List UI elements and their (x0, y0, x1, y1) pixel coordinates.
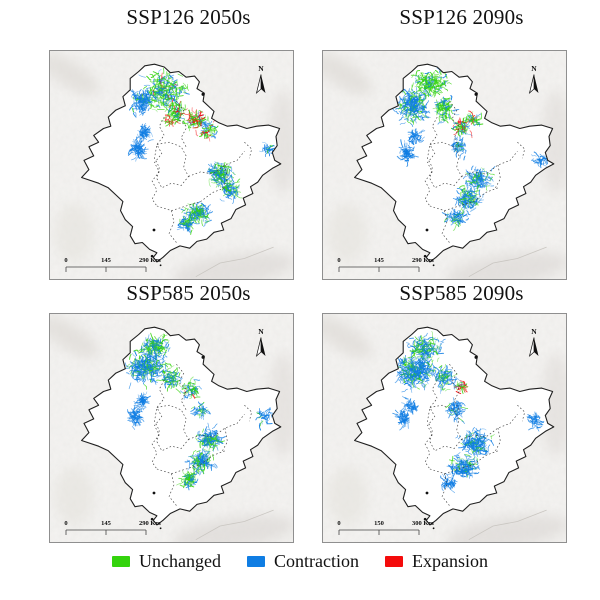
study-region-outline (81, 326, 282, 526)
map-panel-ssp126-2050s: N 0 145 290 Km (49, 50, 294, 280)
panel-title-ssp585-2090s: SSP585 2090s (399, 281, 524, 305)
study-region-outline (354, 63, 555, 263)
map-canvas-ssp585-2090s: N 0 150 300 Km (323, 314, 566, 542)
map-point-marks (423, 355, 478, 530)
contraction-swatch-icon (246, 556, 265, 567)
scatter-layer (124, 332, 275, 491)
map-point-marks (150, 92, 205, 267)
study-region-fill (81, 327, 281, 525)
hillshade-shading (323, 52, 566, 279)
coastline-faint (468, 246, 547, 278)
map-panel-ssp585-2050s: N 0 145 290 Km (49, 313, 294, 543)
map-panel-ssp585-2090s: N 0 150 300 Km (322, 313, 567, 543)
legend-item-expansion: Expansion (384, 551, 488, 572)
scatter-layer (127, 67, 276, 235)
svg-text:290 Km: 290 Km (139, 257, 161, 264)
svg-text:0: 0 (337, 520, 340, 527)
svg-text:290 Km: 290 Km (412, 257, 434, 264)
north-arrow-icon: N (528, 64, 539, 95)
legend-item-contraction: Contraction (246, 551, 359, 572)
svg-text:0: 0 (337, 257, 340, 264)
panel-title-ssp126-2050s: SSP126 2050s (126, 5, 251, 29)
svg-text:300 Km: 300 Km (412, 520, 434, 527)
svg-text:N: N (258, 327, 264, 336)
study-region-fill (81, 64, 281, 262)
legend-label-expansion: Expansion (411, 551, 488, 571)
map-canvas-ssp126-2090s: N 0 145 290 Km (323, 51, 566, 279)
north-arrow-icon: N (255, 64, 266, 95)
coastline-faint (195, 246, 274, 278)
scale-bar: 0 145 290 Km (64, 520, 161, 535)
map-point-marks (150, 355, 205, 530)
svg-text:N: N (531, 64, 537, 73)
svg-text:150: 150 (374, 520, 384, 527)
map-canvas-ssp126-2050s: N 0 145 290 Km (50, 51, 293, 279)
north-arrow-icon: N (528, 327, 539, 358)
hillshade-shading (50, 52, 293, 279)
legend-label-contraction: Contraction (273, 551, 359, 571)
scale-bar: 0 150 300 Km (337, 520, 434, 535)
province-dashed-boundaries (424, 100, 526, 243)
map-panel-ssp126-2090s: N 0 145 290 Km (322, 50, 567, 280)
svg-text:290 Km: 290 Km (139, 520, 161, 527)
legend-label-unchanged: Unchanged (139, 551, 221, 571)
scale-bar: 0 145 290 Km (64, 257, 161, 272)
hillshade-shading (50, 315, 293, 542)
svg-text:145: 145 (101, 520, 112, 527)
scatter-layer (390, 67, 548, 231)
map-canvas-ssp585-2050s: N 0 145 290 Km (50, 314, 293, 542)
svg-text:0: 0 (64, 257, 67, 264)
expansion-swatch-icon (384, 556, 403, 567)
legend: Unchanged Contraction Expansion (0, 551, 600, 572)
svg-text:N: N (531, 327, 537, 336)
svg-text:0: 0 (64, 520, 67, 527)
province-dashed-boundaries (151, 100, 253, 243)
province-dashed-boundaries (424, 363, 526, 506)
hillshade-shading (323, 315, 566, 542)
panel-title-ssp126-2090s: SSP126 2090s (399, 5, 524, 29)
north-arrow-icon: N (255, 327, 266, 358)
legend-item-unchanged: Unchanged (112, 551, 221, 572)
province-dashed-boundaries (151, 363, 253, 506)
panel-title-ssp585-2050s: SSP585 2050s (126, 281, 251, 305)
study-region-outline (354, 326, 555, 526)
coastline-faint (195, 509, 274, 541)
coastline-faint (468, 509, 547, 541)
study-region-outline (81, 63, 282, 263)
svg-text:145: 145 (101, 257, 112, 264)
svg-text:N: N (258, 64, 264, 73)
svg-text:145: 145 (374, 257, 385, 264)
unchanged-swatch-icon (112, 556, 131, 567)
scale-bar: 0 145 290 Km (337, 257, 434, 272)
scatter-layer (392, 331, 545, 494)
map-point-marks (423, 92, 478, 267)
